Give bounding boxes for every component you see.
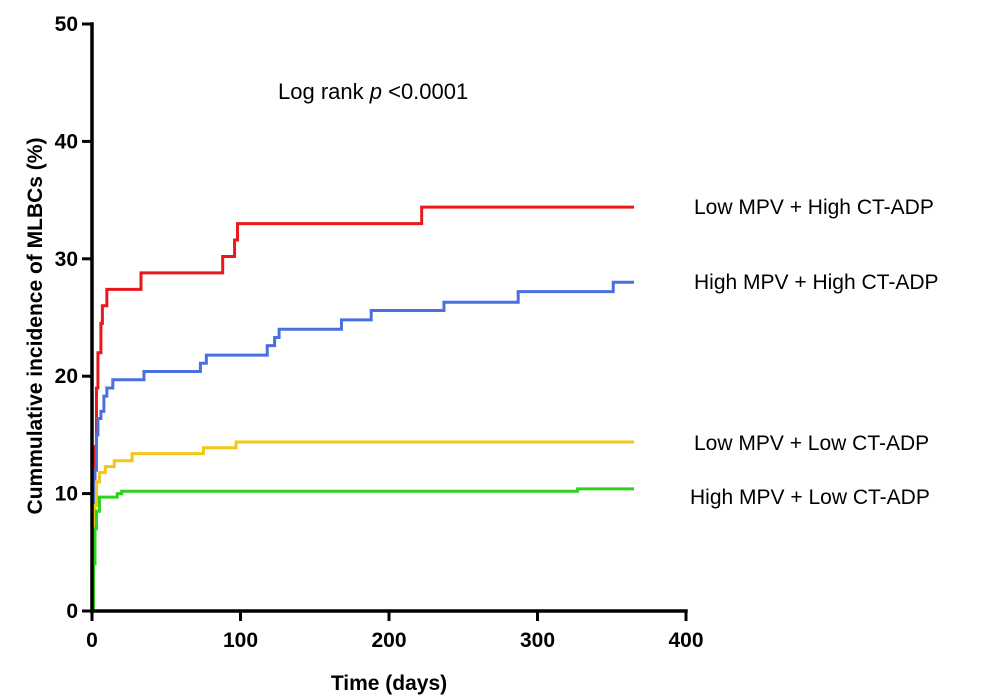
y-tick-label: 50 [55,13,78,36]
y-tick-label: 0 [66,600,78,623]
annotation-prefix: Log rank [278,79,370,104]
series-labels-layer: Low MPV + High CT-ADP High MPV + High CT-… [690,196,939,509]
annotation-p: p [369,79,382,104]
axes-layer: 0 10 20 30 40 50 0 100 200 300 400 [55,13,704,652]
series-layer [91,205,635,613]
series-line-4 [91,487,635,613]
series-label-3: Low MPV + Low CT-ADP [694,432,929,455]
series-line-3 [91,440,635,613]
annotation-suffix: <0.0001 [382,79,468,104]
x-tick-label: 400 [668,629,703,652]
y-tick-label: 30 [55,248,78,271]
x-tick-label: 100 [223,629,258,652]
y-tick-label: 10 [55,483,78,506]
y-axis-title: Cummulative incidence of MLBCs (%) [24,138,47,515]
series-label-1: Low MPV + High CT-ADP [694,196,934,219]
series-line-1 [91,205,635,613]
x-tick-label: 200 [371,629,406,652]
series-label-4: High MPV + Low CT-ADP [690,486,930,509]
x-tick-label: 300 [520,629,555,652]
y-tick-label: 20 [55,365,78,388]
series-label-2: High MPV + High CT-ADP [694,271,939,294]
y-tick-label: 40 [55,130,78,153]
x-tick-label: 0 [86,629,98,652]
log-rank-annotation: Log rank p <0.0001 [278,79,468,104]
series-line-2 [91,280,635,613]
x-axis-title: Time (days) [331,672,447,695]
